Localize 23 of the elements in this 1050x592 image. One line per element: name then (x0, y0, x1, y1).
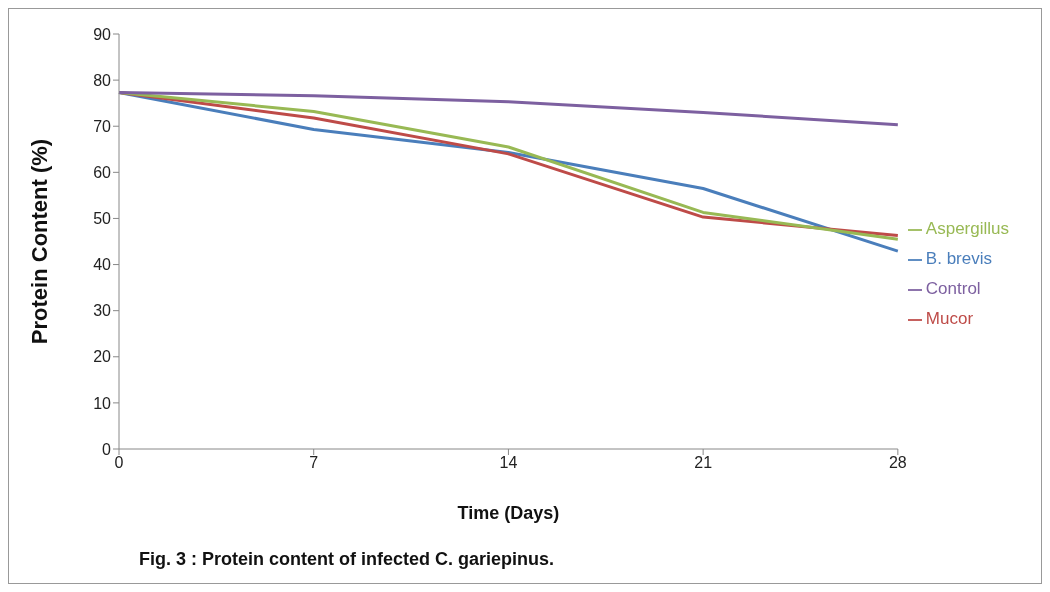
caption: Fig. 3 : Protein content of infected C. gariepinus. (139, 549, 555, 570)
y-tick-label: 10 (93, 394, 112, 412)
y-tick-label: 30 (93, 302, 112, 320)
y-tick-label: 0 (102, 440, 112, 458)
x-tick-label: 21 (694, 454, 713, 472)
y-tick-label: 20 (93, 348, 112, 366)
x-tick-label: 14 (499, 454, 518, 472)
line-series (117, 91, 900, 127)
x-tick-label: 0 (114, 454, 124, 472)
y-axis-title: Protein Content (%) (26, 138, 52, 345)
y-tick-label: 70 (93, 117, 112, 135)
x-tick-label: 28 (888, 454, 907, 472)
y-tick-label: 50 (93, 210, 112, 228)
legend-label: Control (925, 279, 981, 298)
y-tick-label: 90 (93, 25, 112, 43)
x-axis-title: Time (Days) (457, 503, 560, 523)
legend-label: Aspergillus (925, 219, 1009, 238)
y-tick-label: 60 (93, 164, 112, 182)
y-tick-label: 40 (93, 256, 112, 274)
legend-label: Mucor (925, 309, 974, 328)
y-tick-label: 80 (93, 71, 112, 89)
x-tick-label: 7 (309, 454, 319, 472)
legend-label: B. brevis (925, 249, 992, 268)
